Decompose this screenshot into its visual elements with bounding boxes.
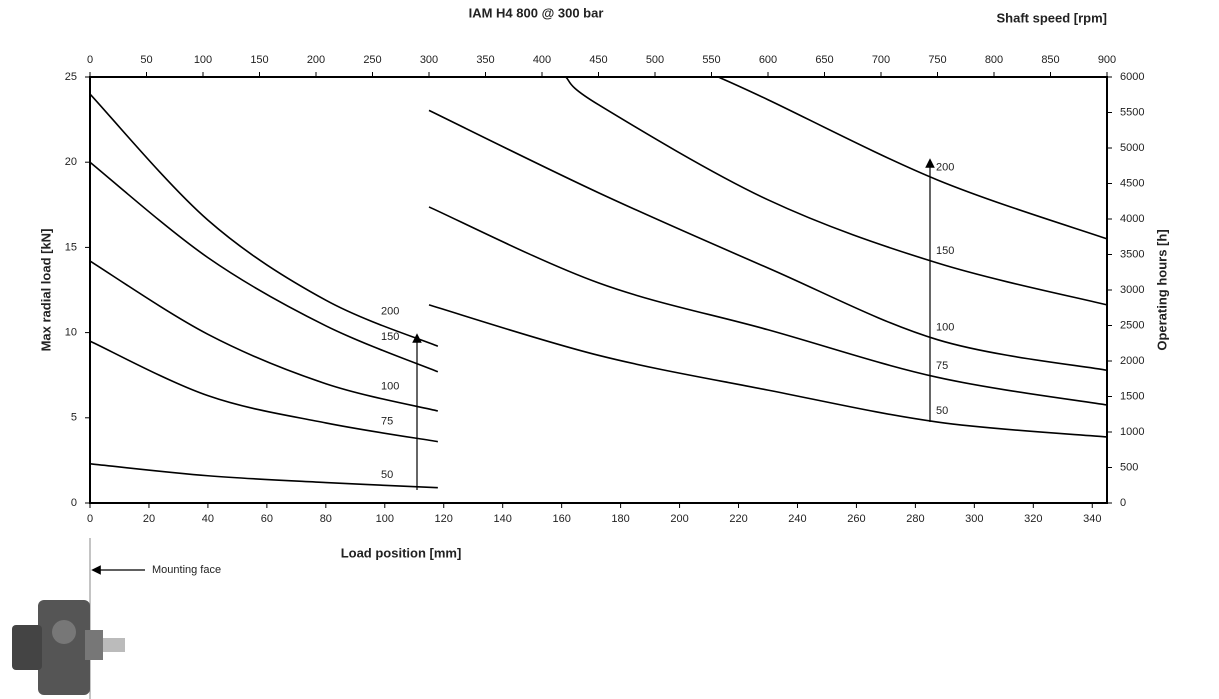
curve [428, 109, 1108, 372]
y-tick-label: 4000 [1120, 213, 1144, 225]
curve [89, 463, 438, 489]
x-tick-label: 400 [533, 54, 551, 66]
x-tick-label: 0 [87, 54, 93, 66]
x-tick-label: 160 [552, 513, 570, 525]
x-tick-label: 900 [1098, 54, 1116, 66]
curve-label: 200 [936, 162, 954, 174]
x-tick-label: 800 [985, 54, 1003, 66]
chart-title: IAM H4 800 @ 300 bar [469, 5, 604, 20]
x-tick-label: 180 [611, 513, 629, 525]
y2-axis-label: Operating hours [h] [1154, 229, 1169, 350]
curve [717, 76, 1108, 240]
x-tick-label: 140 [494, 513, 512, 525]
x-tick-label: 550 [702, 54, 720, 66]
x-tick-label: 60 [261, 513, 273, 525]
y-tick-label: 3500 [1120, 248, 1144, 260]
curve-label: 75 [936, 360, 948, 372]
x-tick-label: 700 [872, 54, 890, 66]
x-tick-label: 100 [194, 54, 212, 66]
curve-label: 150 [381, 331, 399, 343]
y-tick-label: 3000 [1120, 284, 1144, 296]
top-axis-label: Shaft speed [rpm] [996, 10, 1107, 25]
y-tick-label: 1500 [1120, 390, 1144, 402]
x-tick-label: 0 [87, 513, 93, 525]
y-tick-label: 500 [1120, 461, 1138, 473]
x-tick-label: 340 [1083, 513, 1101, 525]
x-tick-label: 300 [965, 513, 983, 525]
y-tick-label: 0 [1120, 497, 1126, 509]
x-tick-label: 280 [906, 513, 924, 525]
curve-label: 200 [381, 306, 399, 318]
x-tick-label: 80 [320, 513, 332, 525]
x-tick-label: 250 [363, 54, 381, 66]
x-tick-label: 350 [476, 54, 494, 66]
x-tick-label: 300 [420, 54, 438, 66]
x-tick-label: 120 [435, 513, 453, 525]
x-tick-label: 40 [202, 513, 214, 525]
y-tick-label: 2000 [1120, 355, 1144, 367]
x-tick-label: 650 [815, 54, 833, 66]
y-tick-label: 10 [65, 327, 77, 339]
y-tick-label: 6000 [1120, 71, 1144, 83]
x-tick-label: 200 [307, 54, 325, 66]
x-tick-label: 20 [143, 513, 155, 525]
y-tick-label: 25 [65, 71, 77, 83]
x-tick-label: 220 [729, 513, 747, 525]
y-axis-label: Max radial load [kN] [38, 229, 53, 352]
y-tick-label: 2500 [1120, 319, 1144, 331]
x-tick-label: 50 [140, 54, 152, 66]
annotation: Mounting face [152, 564, 221, 576]
curve [89, 161, 439, 373]
curve-label: 50 [936, 405, 948, 417]
curve-label: 150 [936, 245, 954, 257]
x-tick-label: 150 [250, 54, 268, 66]
x-tick-label: 320 [1024, 513, 1042, 525]
y-tick-label: 5000 [1120, 142, 1144, 154]
curve [89, 260, 439, 412]
curve-label: 50 [381, 469, 393, 481]
curve-label: 75 [381, 416, 393, 428]
y-tick-label: 5 [71, 412, 77, 424]
y-tick-label: 20 [65, 156, 77, 168]
curve [89, 93, 439, 347]
x-tick-label: 260 [847, 513, 865, 525]
y-tick-label: 1000 [1120, 426, 1144, 438]
curve [428, 206, 1108, 406]
y-tick-label: 4500 [1120, 177, 1144, 189]
x-tick-label: 750 [928, 54, 946, 66]
curve [565, 76, 1108, 306]
plot-frame [89, 76, 1108, 504]
x-tick-label: 600 [759, 54, 777, 66]
curve [428, 304, 1108, 438]
curve-label: 100 [936, 322, 954, 334]
curve-label: 100 [381, 380, 399, 392]
y-tick-label: 5500 [1120, 106, 1144, 118]
x-tick-label: 240 [788, 513, 806, 525]
y-tick-label: 0 [71, 497, 77, 509]
motor-illustration [12, 538, 145, 699]
x-tick-label: 850 [1041, 54, 1059, 66]
x-tick-label: 500 [646, 54, 664, 66]
x-tick-label: 100 [376, 513, 394, 525]
x-tick-label: 200 [670, 513, 688, 525]
x-axis-label: Load position [mm] [341, 545, 462, 560]
x-tick-label: 450 [589, 54, 607, 66]
y-tick-label: 15 [65, 241, 77, 253]
curve [89, 340, 438, 443]
